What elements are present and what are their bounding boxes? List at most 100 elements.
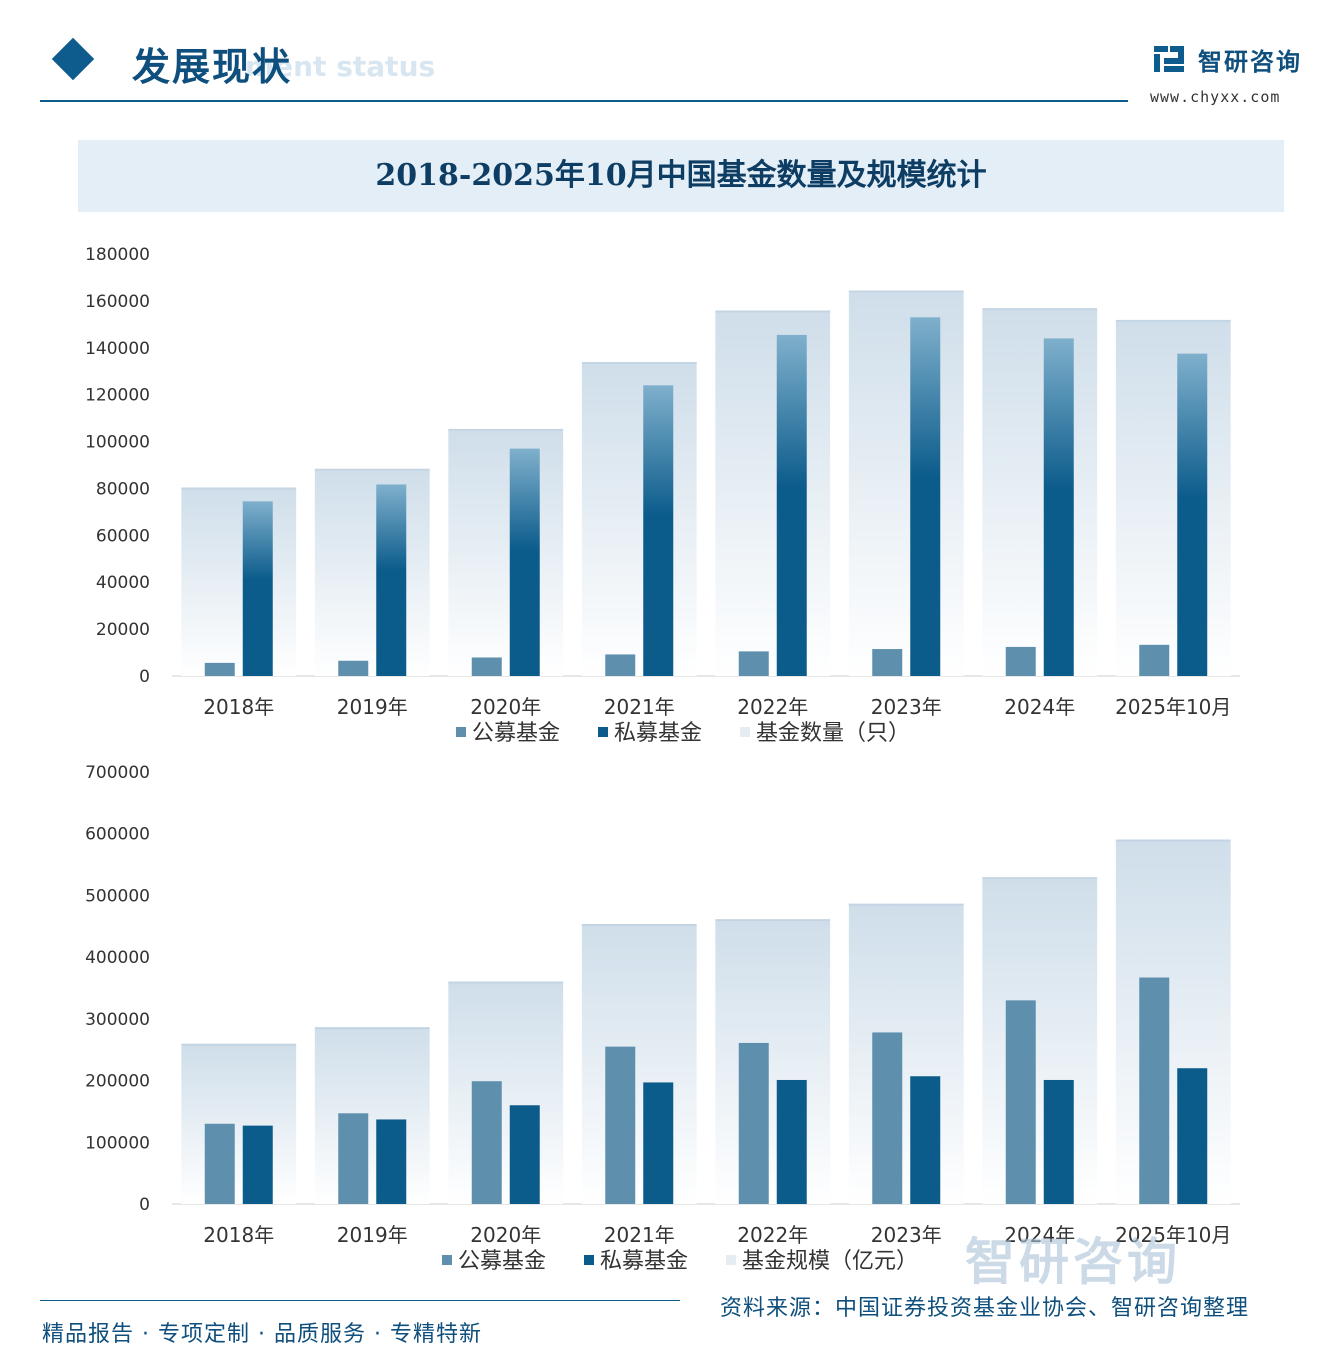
y-tick-label: 100000 <box>85 433 150 453</box>
bar-total <box>181 1044 297 1204</box>
x-tick-label: 2024年 <box>1004 1223 1075 1247</box>
page-title: 发展现状 <box>132 45 293 89</box>
bar-private <box>509 1105 540 1204</box>
bar-public <box>471 657 502 676</box>
brand-logo-text: 智研咨询 <box>1198 48 1302 76</box>
bar-total <box>314 1028 430 1204</box>
bar-private <box>910 1076 941 1204</box>
header-divider <box>40 100 1128 102</box>
bar-total <box>715 920 831 1204</box>
legend-swatch <box>598 727 608 737</box>
bar-total <box>181 488 297 676</box>
bar-total <box>314 469 430 676</box>
legend-label: 基金规模（亿元） <box>742 1249 918 1274</box>
bar-public <box>204 662 235 676</box>
bar-private <box>1177 1068 1208 1204</box>
x-tick-label: 2025年10月 <box>1115 695 1231 719</box>
legend-swatch <box>726 1255 736 1265</box>
x-tick-label: 2023年 <box>871 1223 942 1247</box>
bar-public <box>204 1123 235 1204</box>
brand-logo-icon <box>1154 46 1184 72</box>
bar-total <box>581 363 697 676</box>
bar-private <box>1177 353 1208 676</box>
y-tick-label: 0 <box>139 667 150 687</box>
y-tick-label: 400000 <box>85 948 150 968</box>
bar-total <box>982 878 1098 1204</box>
bar-public <box>1005 646 1036 676</box>
legend-label: 私募基金 <box>614 721 702 746</box>
y-tick-label: 600000 <box>85 825 150 845</box>
bar-public <box>738 1042 769 1204</box>
chart-title: 2018-2025年10月中国基金数量及规模统计 <box>375 158 987 193</box>
fund-scale-chart: 0 100000 200000 300000 400000 500000 600000 700… <box>85 763 1240 1274</box>
legend-label: 基金数量（只） <box>756 721 910 746</box>
bar-total <box>715 311 831 676</box>
bar-public <box>872 649 903 676</box>
bar-public <box>338 660 369 676</box>
title-band <box>78 140 1284 212</box>
bar-public <box>1139 977 1170 1204</box>
y-tick-label: 100000 <box>85 1133 150 1153</box>
x-tick-label: 2018年 <box>203 695 274 719</box>
legend-label: 私募基金 <box>600 1249 688 1274</box>
y-tick-label: 500000 <box>85 886 150 906</box>
legend-swatch <box>442 1255 452 1265</box>
header-diamond-icon <box>51 37 95 81</box>
bar-total <box>848 291 964 676</box>
y-tick-label: 160000 <box>85 292 150 312</box>
legend-label: 公募基金 <box>472 721 560 746</box>
y-tick-label: 0 <box>139 1195 150 1215</box>
x-tick-label: 2018年 <box>203 1223 274 1247</box>
y-tick-label: 140000 <box>85 339 150 359</box>
bar-public <box>738 651 769 676</box>
y-tick-label: 700000 <box>85 763 150 783</box>
bar-private <box>776 334 807 676</box>
bar-public <box>1005 1000 1036 1204</box>
legend-swatch <box>456 727 466 737</box>
footer-divider <box>40 1300 680 1301</box>
header-english-subtitle: ment status <box>245 50 436 83</box>
bar-private <box>643 385 674 676</box>
y-tick-label: 80000 <box>96 479 150 499</box>
y-tick-label: 120000 <box>85 386 150 406</box>
x-tick-label: 2022年 <box>737 1223 808 1247</box>
fund-count-chart: 0 20000 40000 60000 80000 100000 120000 140000 1… <box>85 245 1240 746</box>
x-tick-label: 2019年 <box>337 695 408 719</box>
bar-private <box>1043 338 1074 676</box>
y-tick-label: 60000 <box>96 526 150 546</box>
source-note: 资料来源：中国证券投资基金业协会、智研咨询整理 <box>720 1296 1250 1321</box>
footer-slogan: 精品报告 · 专项定制 · 品质服务 · 专精特新 <box>42 1322 482 1347</box>
bar-public <box>872 1032 903 1204</box>
y-tick-label: 180000 <box>85 245 150 265</box>
bar-public <box>605 1046 636 1204</box>
x-tick-label: 2019年 <box>337 1223 408 1247</box>
bar-private <box>376 1119 407 1204</box>
bar-total <box>1115 840 1231 1204</box>
bar-public <box>471 1081 502 1204</box>
x-tick-label: 2021年 <box>604 695 675 719</box>
bar-private <box>242 501 273 676</box>
bar-public <box>338 1113 369 1204</box>
bar-total <box>581 925 697 1204</box>
x-tick-label: 2024年 <box>1004 695 1075 719</box>
y-tick-label: 20000 <box>96 620 150 640</box>
y-tick-label: 200000 <box>85 1072 150 1092</box>
legend-swatch <box>740 727 750 737</box>
bar-total <box>448 982 564 1204</box>
y-tick-label: 40000 <box>96 573 150 593</box>
bar-total <box>1115 320 1231 676</box>
bar-private <box>376 484 407 676</box>
bar-total <box>848 904 964 1204</box>
legend-swatch <box>584 1255 594 1265</box>
bar-public <box>1139 644 1170 676</box>
x-tick-label: 2023年 <box>871 695 942 719</box>
legend-label: 公募基金 <box>458 1249 546 1274</box>
bar-private <box>776 1079 807 1204</box>
bar-private <box>242 1125 273 1204</box>
bar-private <box>643 1082 674 1204</box>
bar-private <box>1043 1079 1074 1204</box>
bar-public <box>605 654 636 676</box>
bar-private <box>910 317 941 676</box>
brand-url: www.chyxx.com <box>1150 88 1281 106</box>
y-tick-label: 300000 <box>85 1010 150 1030</box>
